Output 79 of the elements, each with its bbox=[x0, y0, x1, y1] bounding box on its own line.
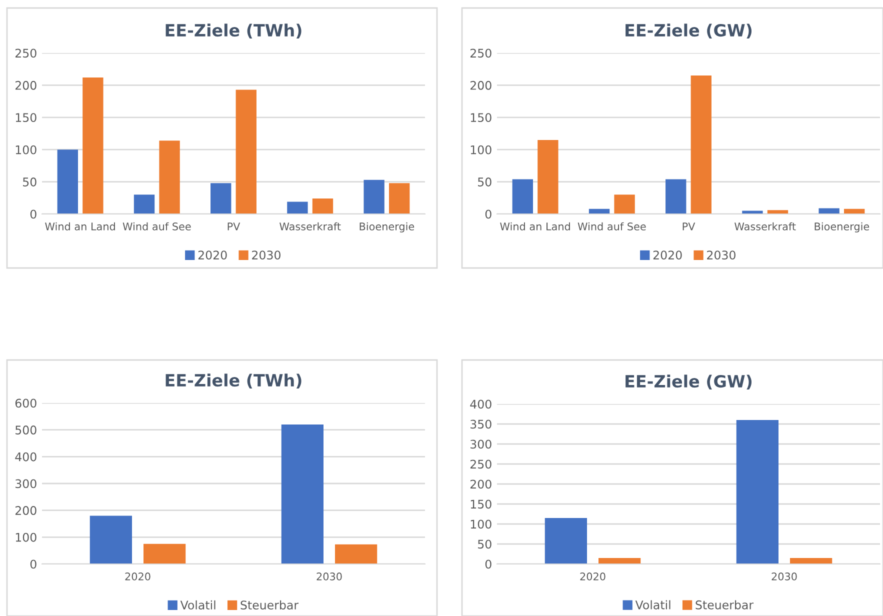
x-tick-label: 2030 bbox=[316, 572, 342, 580]
x-tick-label: 2020 bbox=[125, 572, 150, 580]
chart-title: EE-Ziele (GW) bbox=[626, 24, 752, 39]
chart-title: EE-Ziele (TWh) bbox=[166, 24, 302, 39]
x-tick-label: Bioenergie bbox=[360, 222, 414, 232]
legend-label: 2030 bbox=[707, 250, 736, 260]
bar bbox=[334, 544, 378, 564]
chart-title: EE-Ziele (TWh) bbox=[166, 374, 302, 389]
legend-label: 2020 bbox=[653, 250, 682, 260]
chart-title: EE-Ziele (GW) bbox=[626, 374, 752, 390]
y-tick-label: 350 bbox=[470, 420, 492, 429]
x-tick-label: 2020 bbox=[580, 572, 606, 580]
x-tick-label: Wind an Land bbox=[45, 222, 115, 230]
y-tick-label: 400 bbox=[470, 400, 492, 409]
y-tick-label: 400 bbox=[15, 452, 36, 462]
bar bbox=[312, 198, 334, 214]
bar bbox=[389, 183, 410, 214]
y-tick-label: 150 bbox=[16, 113, 36, 122]
y-tick-label: 150 bbox=[470, 500, 492, 509]
y-tick-label: 250 bbox=[470, 460, 492, 469]
x-tick-label: Wind auf See bbox=[122, 222, 191, 230]
bar bbox=[143, 544, 186, 564]
bar bbox=[736, 420, 779, 564]
y-tick-label: 50 bbox=[23, 178, 36, 186]
y-tick-label: 100 bbox=[16, 532, 36, 542]
bar bbox=[512, 179, 533, 214]
y-tick-label: 200 bbox=[470, 80, 492, 90]
x-tick-label: Wasserkraft bbox=[280, 222, 341, 230]
x-tick-label: PV bbox=[228, 222, 240, 230]
y-tick-label: 50 bbox=[478, 178, 492, 186]
y-tick-label: 200 bbox=[470, 480, 492, 489]
bar bbox=[666, 179, 686, 214]
bar bbox=[538, 140, 558, 214]
y-tick-label: 600 bbox=[15, 398, 36, 408]
bar bbox=[159, 140, 180, 214]
y-tick-label: 100 bbox=[16, 145, 36, 154]
bar bbox=[90, 516, 132, 564]
y-tick-label: 100 bbox=[470, 520, 492, 529]
legend-label: Steuerbar bbox=[696, 600, 754, 610]
bar bbox=[598, 558, 641, 564]
bar bbox=[210, 183, 232, 214]
bar bbox=[614, 194, 635, 214]
bar bbox=[690, 76, 712, 214]
y-tick-label: 250 bbox=[470, 48, 492, 58]
bar bbox=[236, 90, 256, 214]
bar bbox=[767, 210, 788, 214]
legend-label: 2020 bbox=[198, 250, 227, 260]
y-tick-label: 300 bbox=[16, 479, 36, 488]
bar bbox=[57, 150, 78, 214]
x-tick-label: 2030 bbox=[772, 572, 797, 580]
bar bbox=[287, 202, 308, 214]
y-tick-label: 0 bbox=[485, 210, 492, 219]
legend-label: Steuerbar bbox=[240, 600, 299, 610]
legend-label: Volatil bbox=[635, 600, 670, 610]
bar bbox=[82, 77, 104, 214]
bar bbox=[818, 208, 840, 214]
y-tick-label: 200 bbox=[15, 506, 36, 515]
x-tick-label: PV bbox=[682, 222, 696, 230]
y-tick-label: 500 bbox=[16, 426, 36, 434]
x-tick-label: Wasserkraft bbox=[734, 222, 796, 230]
x-tick-label: Bioenergie bbox=[814, 222, 870, 232]
bar bbox=[790, 558, 832, 564]
y-tick-label: 0 bbox=[30, 560, 36, 569]
bar bbox=[281, 424, 324, 564]
y-tick-label: 150 bbox=[470, 113, 492, 122]
y-tick-label: 250 bbox=[15, 48, 36, 58]
y-tick-label: 100 bbox=[470, 145, 492, 154]
x-tick-label: Wind auf See bbox=[578, 222, 646, 230]
y-tick-label: 50 bbox=[478, 540, 492, 549]
x-tick-label: Wind an Land bbox=[500, 222, 570, 230]
legend-label: Volatil bbox=[180, 600, 216, 610]
bar bbox=[134, 194, 155, 214]
y-tick-label: 0 bbox=[30, 210, 36, 219]
y-tick-label: 0 bbox=[485, 560, 492, 569]
y-tick-label: 200 bbox=[15, 80, 36, 90]
legend-label: 2030 bbox=[252, 250, 280, 260]
bar bbox=[544, 518, 588, 564]
bar bbox=[364, 180, 384, 214]
y-tick-label: 300 bbox=[470, 440, 492, 449]
